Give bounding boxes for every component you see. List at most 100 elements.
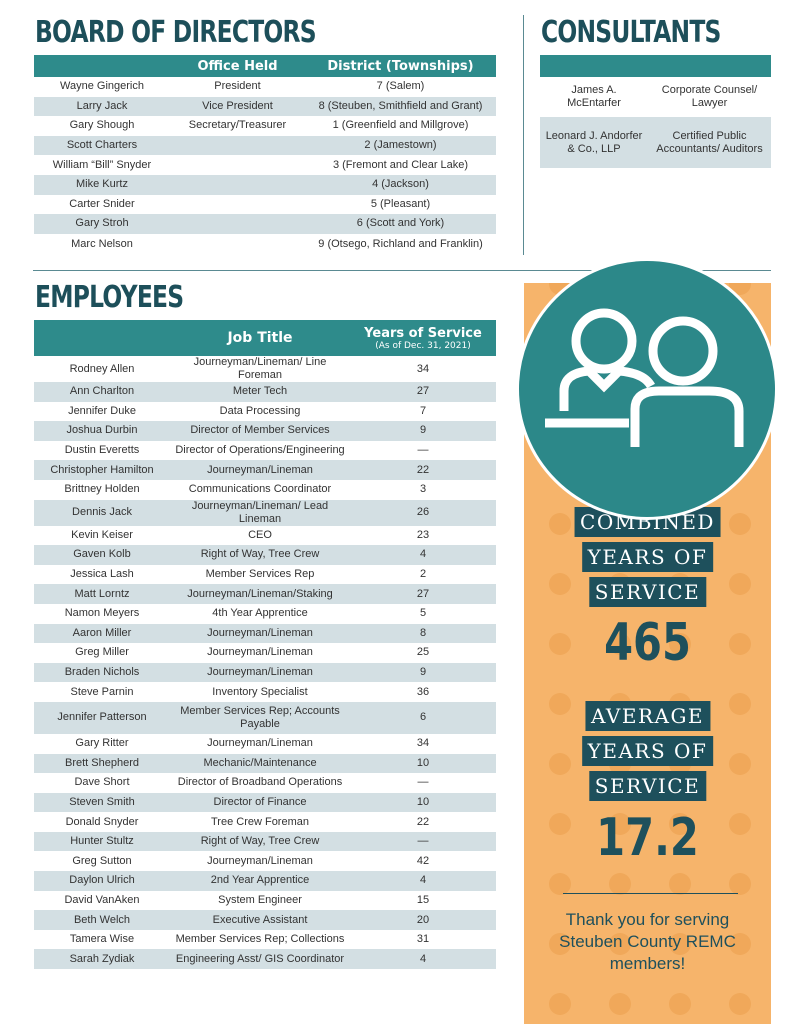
decor-dot	[549, 933, 571, 955]
table-row: Jessica Lash Member Services Rep 2	[34, 565, 496, 585]
table-cell: 4 (Jackson)	[305, 174, 496, 195]
decor-dot	[729, 573, 751, 595]
table-cell: 2nd Year Apprentice	[170, 871, 350, 891]
table-cell	[170, 214, 305, 234]
table-row: William “Bill” Snyder 3 (Fremont and Clea…	[34, 155, 496, 175]
table-cell: 36	[416, 685, 430, 698]
table-cell: Member Services Rep; Accounts Payable	[170, 701, 350, 734]
table-cell: CEO	[248, 528, 272, 541]
table-cell: 2	[419, 568, 427, 581]
table-cell: Christopher Hamilton	[34, 460, 170, 480]
table-cell: Sarah Zydiak	[34, 949, 170, 970]
table-cell: Jennifer Patterson	[34, 701, 170, 734]
table-cell: 31	[416, 933, 430, 946]
table-row: Gary Ritter Journeyman/Lineman 34	[34, 734, 496, 754]
combined-value: 465	[604, 613, 691, 673]
table-cell: Journeyman/Lineman	[207, 737, 313, 750]
decor-dot	[729, 753, 751, 775]
table-cell: Steve Parnin	[70, 685, 134, 698]
table-cell: Gary Stroh	[34, 214, 170, 234]
average-label-2: YEARS OF	[581, 736, 714, 766]
decor-dot	[729, 993, 751, 1015]
combined-label-2: YEARS OF	[581, 542, 714, 572]
table-cell: —	[417, 444, 429, 457]
decor-dot	[729, 513, 751, 535]
table-cell: Braden Nichols	[34, 662, 170, 683]
table-row: James A. McEntarfer Corporate Counsel/ La…	[540, 77, 771, 117]
board-header-name	[34, 55, 170, 77]
table-cell: Journeyman/Lineman	[207, 854, 313, 867]
decor-dot	[669, 813, 691, 835]
table-cell: Data Processing	[219, 404, 301, 417]
decor-dot	[729, 633, 751, 655]
table-cell: 2 (Jamestown)	[305, 135, 496, 156]
emp-header-job: Job Title	[170, 320, 350, 356]
table-cell: Marc Nelson	[71, 238, 133, 251]
table-row: Jennifer Patterson Member Services Rep; A…	[34, 701, 496, 734]
average-label-3: SERVICE	[588, 771, 707, 801]
board-table: Office Held District (Townships) Wayne Gi…	[34, 55, 496, 256]
table-row: Dennis Jack Journeyman/Lineman/ Lead Line…	[34, 499, 496, 526]
table-cell: Corporate Counsel/ Lawyer	[661, 84, 758, 109]
table-row: Christopher Hamilton Journeyman/Lineman 22	[34, 460, 496, 480]
table-row: Carter Snider 5 (Pleasant)	[34, 195, 496, 215]
table-cell: James A. McEntarfer	[567, 84, 621, 109]
thanks-message: Thank you for serving Steuben County REM…	[559, 910, 736, 973]
table-cell: Dennis Jack	[34, 499, 170, 526]
table-cell: Journeyman/Lineman	[170, 460, 350, 480]
divider	[523, 15, 524, 255]
table-row: Steve Parnin Inventory Specialist 36	[34, 682, 496, 702]
people-icon	[516, 258, 778, 520]
board-title: BOARD OF DIRECTORS	[35, 15, 317, 50]
table-cell: Jessica Lash	[70, 568, 134, 581]
decor-dot	[549, 873, 571, 895]
table-cell: Daylon Ulrich	[34, 871, 170, 891]
table-row: Jennifer Duke Data Processing 7	[34, 402, 496, 422]
table-row: Aaron Miller Journeyman/Lineman 8	[34, 623, 496, 644]
table-cell: Joshua Durbin	[34, 421, 170, 441]
table-cell: 34	[416, 362, 430, 375]
table-row: Beth Welch Executive Assistant 20	[34, 910, 496, 930]
employees-table: Job Title Years of Service (As of Dec. 31,…	[34, 320, 496, 970]
table-cell: Member Services Rep	[205, 568, 315, 581]
table-row: Scott Charters 2 (Jamestown)	[34, 135, 496, 156]
table-row: Larry Jack Vice President 8 (Steuben, Smit…	[34, 96, 496, 117]
table-cell: 9 (Otsego, Richland and Franklin)	[318, 238, 483, 251]
table-cell	[170, 135, 305, 156]
table-cell: Brett Shepherd	[34, 753, 170, 774]
table-cell: —	[350, 831, 496, 852]
table-cell: 5	[419, 607, 427, 620]
average-label-1: AVERAGE	[584, 701, 711, 731]
table-cell: Rodney Allen	[69, 362, 135, 375]
decor-dot	[549, 633, 571, 655]
combined-label-1: COMBINED	[574, 507, 721, 537]
table-cell: Tree Crew Foreman	[210, 815, 309, 828]
table-cell: 8	[350, 623, 496, 644]
table-row: Brittney Holden Communications Coordinato…	[34, 480, 496, 500]
table-row: Brett Shepherd Mechanic/Maintenance 10	[34, 753, 496, 774]
table-cell: 6	[350, 701, 496, 734]
table-cell	[170, 195, 305, 215]
decor-dot	[609, 633, 631, 655]
table-row: Kevin Keiser CEO 23	[34, 526, 496, 546]
table-row: Dave Short Director of Broadband Operatio…	[34, 773, 496, 793]
table-cell: Kevin Keiser	[71, 528, 133, 541]
decor-dot	[549, 513, 571, 535]
decor-dot	[549, 573, 571, 595]
table-cell: 5 (Pleasant)	[370, 197, 431, 210]
table-row: Rodney Allen Journeyman/Lineman/ Line For…	[34, 356, 496, 382]
table-row: Ann Charlton Meter Tech 27	[34, 382, 496, 402]
table-cell: 4	[350, 871, 496, 891]
table-row: Gaven Kolb Right of Way, Tree Crew 4	[34, 545, 496, 565]
table-cell: 27	[350, 584, 496, 604]
years-note: (As of Dec. 31, 2021)	[375, 340, 471, 351]
table-cell: Jennifer Duke	[68, 404, 136, 417]
table-cell: 7 (Salem)	[376, 80, 425, 93]
table-row: Daylon Ulrich 2nd Year Apprentice 4	[34, 871, 496, 891]
table-cell: Gary Shough	[69, 119, 135, 132]
table-cell: 4th Year Apprentice	[212, 607, 308, 620]
average-value: 17.2	[596, 808, 699, 868]
table-cell: —	[417, 776, 429, 789]
table-cell: Greg Miller	[75, 646, 129, 659]
table-cell: Communications Coordinator	[188, 483, 332, 496]
